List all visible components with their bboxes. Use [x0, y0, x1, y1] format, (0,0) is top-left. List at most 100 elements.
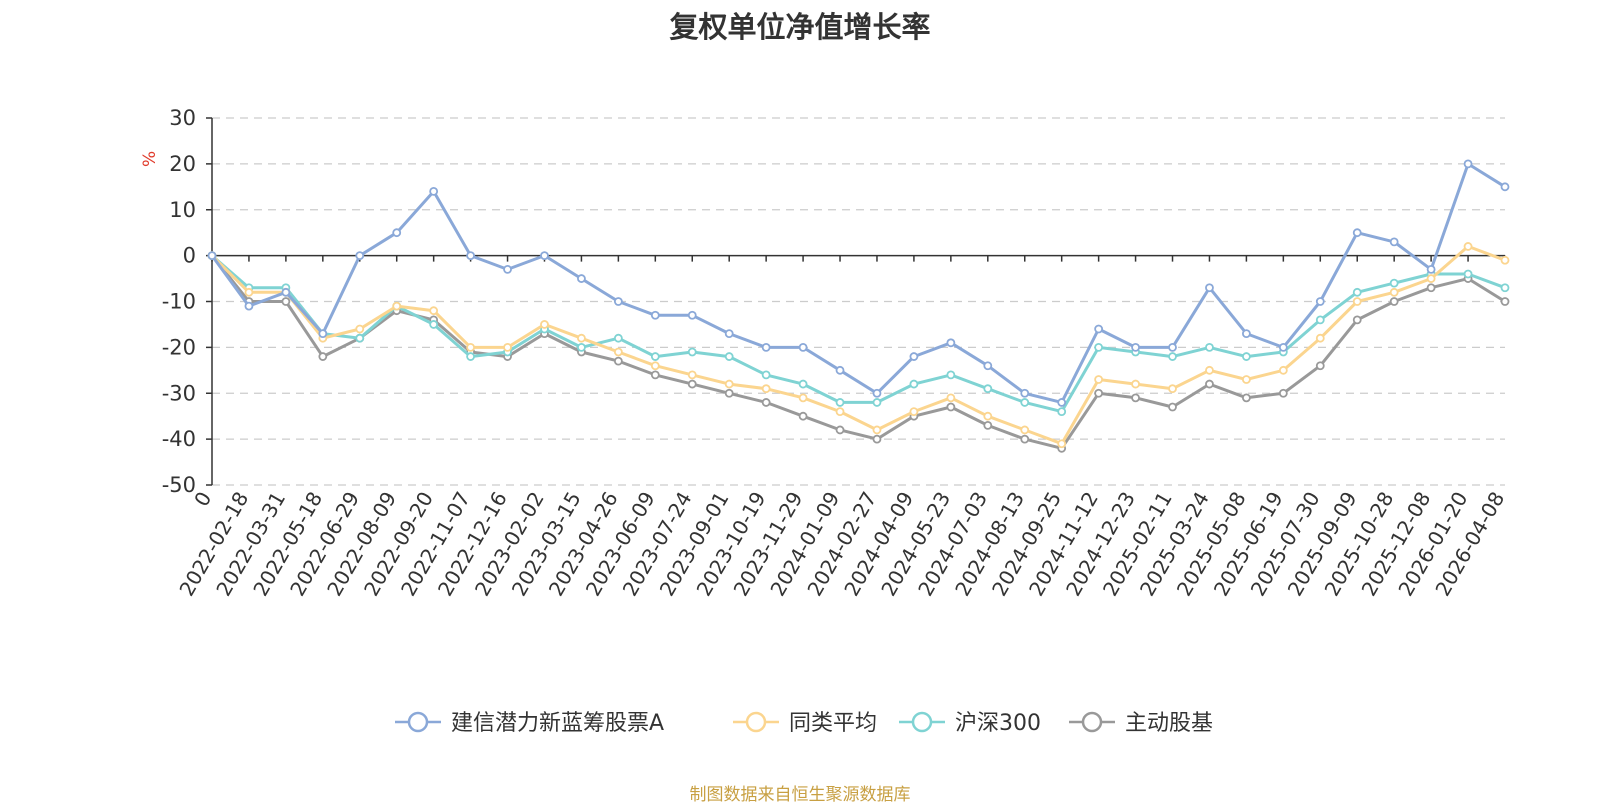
data-point [1426, 274, 1436, 283]
data-point [1278, 342, 1288, 352]
data-point [724, 379, 734, 389]
legend-item-0[interactable]: 建信潜力新蓝筹股票A [395, 711, 664, 736]
data-source-footer: 制图数据来自恒生聚源数据库 [689, 785, 911, 805]
data-point [613, 297, 623, 306]
legend-item-2[interactable]: 沪深300 [899, 711, 1041, 736]
data-point [1463, 159, 1473, 169]
data-point [798, 393, 808, 403]
data-point [1426, 283, 1436, 293]
data-point [577, 342, 586, 352]
data-point [1057, 439, 1067, 449]
y-tick-label: 30 [169, 106, 196, 130]
data-point [281, 287, 291, 297]
data-point [1426, 264, 1436, 274]
data-point [355, 333, 365, 343]
data-point [466, 342, 476, 352]
data-point [1500, 283, 1510, 293]
data-point [761, 370, 771, 380]
data-point [1389, 237, 1399, 247]
data-point [1168, 352, 1177, 361]
data-point [687, 310, 697, 320]
series-line [210, 254, 1506, 450]
data-point [1315, 333, 1325, 343]
data-point [540, 251, 549, 261]
data-point [798, 342, 808, 352]
data-point [946, 402, 956, 412]
data-point [1389, 278, 1399, 288]
data-point [1131, 342, 1140, 352]
data-point [1168, 384, 1177, 394]
series-layer [207, 159, 1510, 453]
data-point [983, 420, 993, 430]
legend-marker-icon [911, 711, 933, 733]
data-point [244, 287, 254, 297]
y-tick-label: -40 [162, 427, 196, 451]
data-point [1168, 402, 1177, 412]
data-point [1463, 242, 1473, 251]
legend-label: 建信潜力新蓝筹股票A [451, 711, 664, 736]
data-point [1352, 315, 1362, 325]
data-point [724, 388, 734, 398]
data-point [909, 379, 919, 389]
data-point [761, 384, 771, 394]
y-axis-unit-label: % [140, 151, 160, 167]
data-point [983, 384, 993, 394]
data-point [429, 186, 439, 196]
data-point [835, 365, 845, 375]
chart-title: 复权单位净值增长率 [669, 10, 931, 44]
data-point [1352, 297, 1362, 306]
legend[interactable]: 建信潜力新蓝筹股票A 同类平均 沪深300 主动股基 [395, 711, 1213, 736]
data-point [613, 333, 623, 343]
data-point [650, 310, 660, 320]
legend-item-3[interactable]: 主动股基 [1069, 711, 1213, 736]
data-point [1242, 393, 1251, 403]
data-point [1094, 342, 1104, 352]
legend-label: 同类平均 [789, 711, 877, 736]
data-point [650, 370, 660, 380]
data-point [872, 434, 882, 444]
data-point [577, 333, 586, 343]
data-point [872, 398, 882, 407]
data-point [1500, 297, 1510, 306]
legend-marker-icon [745, 711, 767, 733]
data-point [1352, 228, 1362, 238]
legend-marker-icon [1081, 711, 1103, 733]
data-point [1205, 283, 1214, 293]
data-point [724, 352, 734, 361]
data-point [466, 251, 476, 261]
data-point [355, 251, 365, 261]
data-point [1315, 315, 1325, 325]
data-point [983, 411, 993, 421]
data-point [798, 379, 808, 389]
data-point [687, 347, 697, 357]
data-point [1020, 398, 1030, 407]
data-point [1242, 352, 1251, 361]
data-point [1020, 425, 1030, 435]
data-point [1315, 297, 1325, 306]
data-point [577, 274, 586, 283]
series-line [211, 254, 1506, 414]
data-point [872, 425, 882, 435]
legend-label: 沪深300 [955, 711, 1041, 736]
data-point [1094, 388, 1104, 398]
data-point [207, 251, 217, 261]
data-point [318, 352, 328, 361]
data-point [1242, 375, 1251, 384]
data-point [1131, 393, 1140, 403]
data-point [1020, 434, 1030, 444]
data-point [1500, 255, 1510, 265]
data-point [835, 425, 845, 435]
series-line [210, 162, 1506, 404]
y-tick-label: -10 [162, 290, 196, 314]
y-tick-label: -30 [162, 381, 196, 405]
data-point [1389, 287, 1399, 297]
data-point [429, 306, 439, 316]
data-point [392, 228, 402, 238]
legend-item-1[interactable]: 同类平均 [733, 711, 877, 736]
data-point [872, 388, 882, 398]
y-tick-label: -20 [162, 335, 196, 359]
data-point [1057, 407, 1067, 417]
data-point [1205, 342, 1214, 352]
data-point [909, 352, 919, 361]
